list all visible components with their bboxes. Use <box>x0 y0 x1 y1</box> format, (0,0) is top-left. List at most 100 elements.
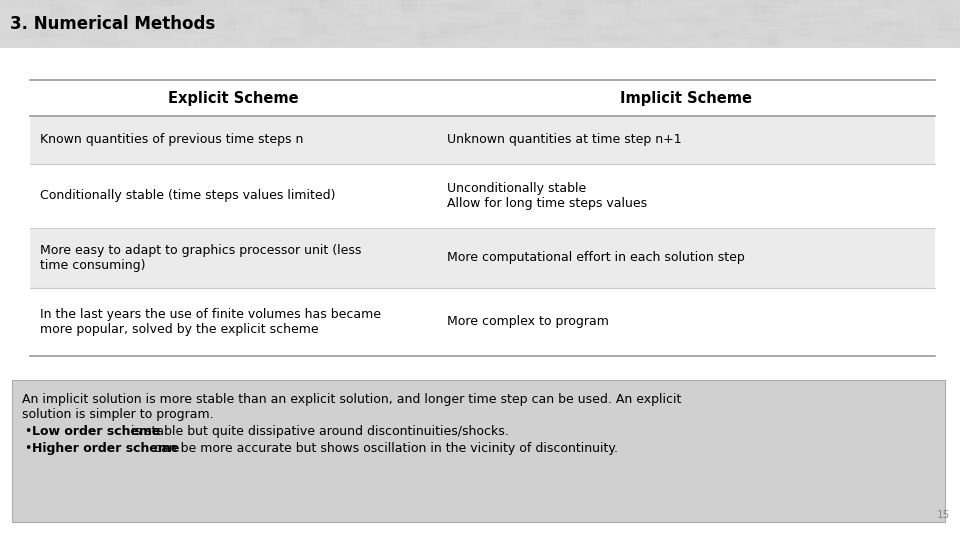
Bar <box>90 40 121 45</box>
Bar <box>123 17 145 24</box>
Bar <box>871 19 904 33</box>
Bar <box>753 11 765 23</box>
Bar <box>882 27 898 33</box>
Bar <box>289 0 300 3</box>
Bar <box>605 0 630 6</box>
Bar <box>780 20 820 31</box>
Bar <box>45 1 69 5</box>
Bar <box>756 0 772 7</box>
Bar <box>941 1 960 12</box>
Bar <box>180 33 203 39</box>
Bar <box>817 9 829 17</box>
Bar <box>309 17 345 27</box>
Bar <box>36 33 47 42</box>
Bar <box>656 24 677 36</box>
Bar <box>377 21 388 28</box>
Bar <box>823 9 839 24</box>
Bar <box>280 18 292 23</box>
Bar <box>115 29 135 32</box>
Bar <box>187 36 219 47</box>
Bar <box>328 9 354 17</box>
Bar <box>146 17 180 32</box>
Bar <box>485 22 493 28</box>
Bar <box>762 37 793 44</box>
Bar <box>91 2 129 5</box>
Bar <box>655 31 692 41</box>
Bar <box>59 33 80 45</box>
Bar <box>861 26 883 30</box>
Bar <box>734 11 749 21</box>
Bar <box>884 24 913 32</box>
Bar <box>917 32 954 38</box>
Bar <box>171 10 204 14</box>
Bar <box>741 28 752 35</box>
Text: solution is simpler to program.: solution is simpler to program. <box>22 408 214 421</box>
Bar <box>431 10 443 24</box>
Text: In the last years the use of finite volumes has became
more popular, solved by t: In the last years the use of finite volu… <box>40 308 381 336</box>
Bar <box>298 28 338 36</box>
Bar <box>28 32 49 35</box>
Bar <box>958 30 960 43</box>
Bar <box>199 0 234 10</box>
Bar <box>98 17 120 26</box>
Bar <box>821 0 852 6</box>
Bar <box>129 15 164 25</box>
Bar <box>393 26 413 31</box>
Bar <box>743 0 775 9</box>
Bar <box>243 4 281 10</box>
Bar <box>334 35 359 44</box>
Bar <box>579 30 588 35</box>
Bar <box>400 22 414 28</box>
Bar <box>402 0 412 6</box>
Bar <box>221 30 236 42</box>
Bar <box>828 16 859 31</box>
Bar <box>819 0 852 1</box>
Bar <box>152 12 165 24</box>
Bar <box>149 16 172 30</box>
Bar <box>955 11 960 21</box>
Bar <box>21 25 43 32</box>
Bar <box>142 10 158 24</box>
Bar <box>38 26 50 38</box>
Bar <box>933 15 960 26</box>
Bar <box>645 0 672 5</box>
Bar <box>105 37 136 42</box>
Bar <box>533 23 557 30</box>
Bar <box>921 0 943 10</box>
Bar <box>238 29 270 42</box>
Bar <box>772 9 783 17</box>
Bar <box>444 29 468 42</box>
Bar <box>401 0 419 3</box>
Bar <box>81 34 97 45</box>
Bar <box>591 36 630 41</box>
Bar <box>943 6 959 21</box>
Bar <box>819 27 856 37</box>
Bar <box>946 0 960 3</box>
Bar <box>457 0 494 12</box>
Bar <box>746 37 774 45</box>
Bar <box>24 36 61 46</box>
Bar <box>924 35 943 39</box>
Bar <box>947 17 960 26</box>
Bar <box>218 1 233 5</box>
Bar <box>731 5 770 15</box>
Bar <box>229 17 263 25</box>
Bar <box>293 27 318 32</box>
Bar <box>857 0 891 9</box>
Bar <box>824 30 851 42</box>
Bar <box>348 0 379 3</box>
Bar <box>454 17 485 26</box>
Bar <box>231 0 250 12</box>
Bar <box>591 0 611 3</box>
Bar <box>287 11 319 16</box>
Bar <box>50 10 83 17</box>
Bar <box>921 17 953 25</box>
Bar <box>112 4 138 9</box>
Bar <box>797 0 836 2</box>
Bar <box>61 13 87 22</box>
Bar <box>747 0 768 8</box>
Bar <box>101 29 118 38</box>
Bar <box>234 15 251 30</box>
Bar <box>748 36 775 48</box>
Bar <box>350 19 379 25</box>
